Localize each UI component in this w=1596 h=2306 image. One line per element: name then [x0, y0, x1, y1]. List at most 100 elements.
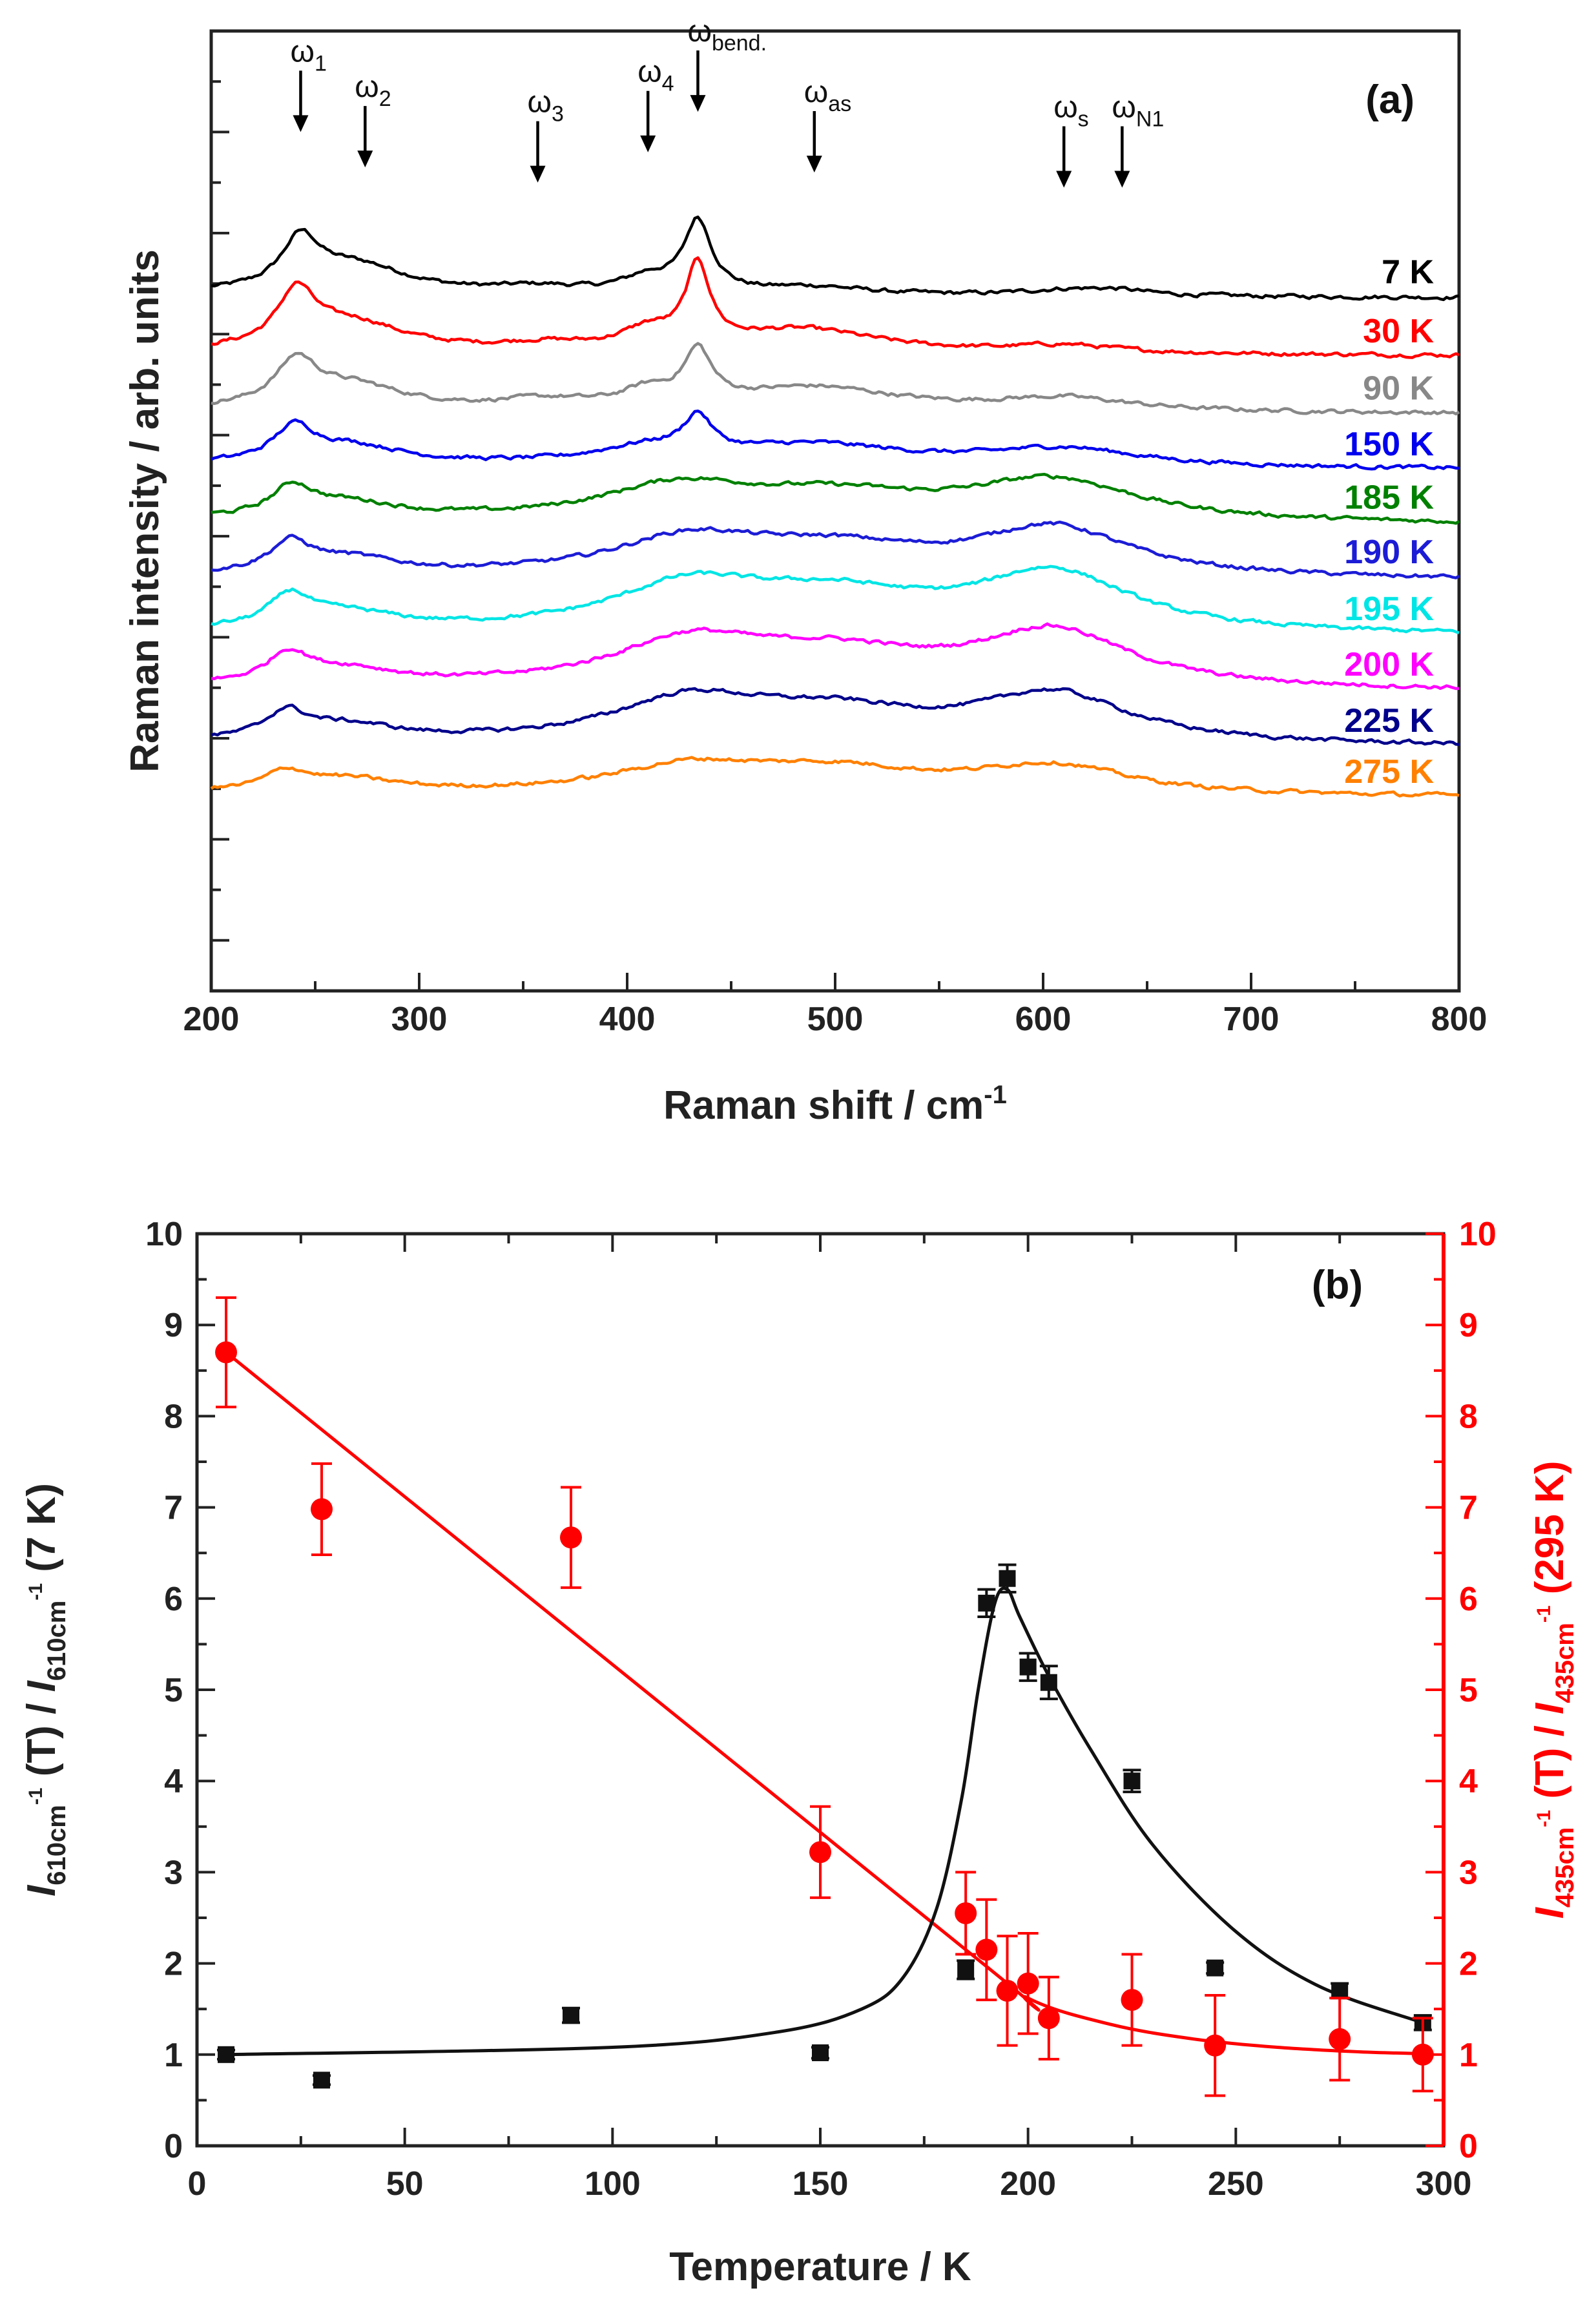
panel-a-ticks — [210, 80, 1460, 991]
b-series-red — [215, 1296, 1434, 2097]
b-y-left-tick-label: 3 — [164, 1854, 183, 1891]
a-annotation-label: ω3 — [528, 85, 564, 127]
a-annotation-omega: ω — [687, 14, 711, 48]
b-y-left-tick-label: 9 — [164, 1307, 183, 1344]
a-annotation-label: ω1 — [290, 34, 326, 76]
a-series-label: 190 K — [1344, 534, 1434, 571]
a-series-line — [210, 756, 1460, 798]
b-y-right-tick-label: 10 — [1459, 1216, 1497, 1253]
a-annotation-omega: ω — [290, 34, 314, 68]
panel-a-x-tick-labels: 200 300 400 500 600 700 800 — [183, 1001, 1487, 1038]
a-series-label: 275 K — [1344, 753, 1434, 791]
panel-b-right-axis-title: I435cm-1 (T) / I435cm-1 (295 K) — [1528, 1460, 1579, 1918]
b-y-left-tick-label: 8 — [164, 1398, 183, 1435]
panel-a-x-axis-title-sup: -1 — [984, 1081, 1007, 1109]
b-fit-black-line — [225, 1586, 1424, 2057]
a-annotation-arrow-head — [1114, 171, 1130, 188]
b-point-square — [812, 2044, 829, 2061]
b-point-circle — [1411, 2043, 1434, 2066]
b-x-tick-label: 50 — [386, 2165, 424, 2203]
b-point-square — [957, 1961, 975, 1979]
panel-b-x-axis-title: Temperature / K — [669, 2245, 971, 2289]
b-x-tick-label: 300 — [1416, 2165, 1472, 2203]
panel-b-ticks — [196, 1232, 1446, 2147]
b-point-circle — [1204, 2034, 1227, 2057]
a-x-tick-label: 600 — [1015, 1001, 1072, 1038]
b-point-square — [1207, 1959, 1224, 1977]
a-x-tick-label: 200 — [183, 1001, 240, 1038]
a-annotation-subscript: bend. — [712, 31, 767, 56]
a-annotation-arrow-head — [1056, 171, 1072, 188]
a-annotation-label: ωas — [804, 75, 851, 116]
a-series-label: 7 K — [1382, 253, 1434, 291]
panel-a-series — [210, 215, 1460, 798]
b-point-square — [313, 2072, 330, 2089]
a-annotation-omega: ω — [355, 70, 378, 104]
b-point-square — [563, 2007, 579, 2024]
a-series-line — [211, 215, 1460, 302]
b-point-circle — [215, 1341, 238, 1364]
panel-a-y-axis-title: Raman intensity / arb. units — [123, 249, 167, 773]
a-annotation-arrow-head — [530, 165, 546, 183]
b-x-tick-label: 150 — [793, 2165, 849, 2203]
b-point-square — [1123, 1772, 1141, 1790]
a-annotation-label: ωN1 — [1112, 90, 1164, 131]
a-annotation-arrow-head — [293, 115, 309, 132]
a-annotation-subscript: 2 — [379, 87, 391, 111]
panel-a-x-axis-title: Raman shift / cm-1 — [663, 1081, 1007, 1128]
a-x-tick-label: 400 — [599, 1001, 656, 1038]
a-annotation-label: ωs — [1053, 90, 1088, 131]
a-x-tick-label: 800 — [1431, 1001, 1487, 1038]
b-point-square — [1331, 1982, 1349, 1999]
b-point-circle — [809, 1841, 831, 1864]
b-y-left-tick-label: 2 — [164, 1946, 183, 1983]
a-series-line — [211, 472, 1460, 525]
b-y-right-tick-label: 7 — [1459, 1490, 1478, 1527]
b-x-tick-label: 250 — [1208, 2165, 1264, 2203]
a-annotation-label: ω4 — [637, 55, 674, 96]
a-series-label: 90 K — [1363, 369, 1434, 407]
panel-a-x-axis-title-main: Raman shift / cm — [663, 1083, 984, 1128]
b-y-left-tick-label: 10 — [145, 1216, 183, 1253]
b-y-right-tick-label: 3 — [1459, 1854, 1478, 1891]
b-x-tick-label: 200 — [1000, 2165, 1056, 2203]
b-y-left-tick-label: 4 — [164, 1763, 183, 1800]
panel-a-label: (a) — [1365, 78, 1415, 122]
a-x-tick-label: 500 — [807, 1001, 864, 1038]
a-annotation-omega: ω — [637, 55, 661, 89]
a-series-line — [211, 565, 1460, 634]
panel-b-series — [215, 1296, 1434, 2097]
a-series-label: 30 K — [1363, 313, 1434, 350]
a-series-label: 150 K — [1344, 426, 1434, 463]
b-point-circle — [1121, 1989, 1143, 2011]
b-point-circle — [311, 1498, 333, 1521]
a-annotation-subscript: 3 — [552, 102, 564, 127]
a-annotation-subscript: as — [828, 92, 851, 116]
a-series-line — [211, 256, 1460, 359]
b-y-right-tick-label: 5 — [1459, 1672, 1478, 1709]
b-point-circle — [996, 1979, 1019, 2002]
b-point-circle — [1037, 2007, 1060, 2030]
b-y-right-tick-label: 2 — [1459, 1946, 1478, 1983]
a-series-label: 200 K — [1344, 646, 1434, 683]
b-y-right-tick-label: 0 — [1459, 2128, 1478, 2165]
a-annotation-arrow-head — [640, 135, 656, 152]
a-series-label: 195 K — [1344, 590, 1434, 628]
b-y-right-tick-label: 6 — [1459, 1581, 1478, 1618]
a-annotation-subscript: s — [1078, 107, 1089, 131]
a-series-label: 185 K — [1344, 479, 1434, 516]
a-annotation-omega: ω — [528, 85, 552, 119]
a-annotation-omega: ω — [804, 75, 828, 109]
b-y-right-tick-label: 4 — [1459, 1763, 1478, 1800]
b-y-right-tick-label: 9 — [1459, 1307, 1478, 1344]
b-point-circle — [975, 1938, 998, 1961]
b-point-square — [1040, 1674, 1057, 1691]
b-point-square — [978, 1594, 995, 1612]
b-y-left-tick-label: 1 — [164, 2037, 183, 2074]
b-point-circle — [955, 1902, 977, 1924]
panel-a: 200 300 400 500 600 700 800 7 K 30 K 90 K 150 K 18… — [123, 14, 1487, 1128]
